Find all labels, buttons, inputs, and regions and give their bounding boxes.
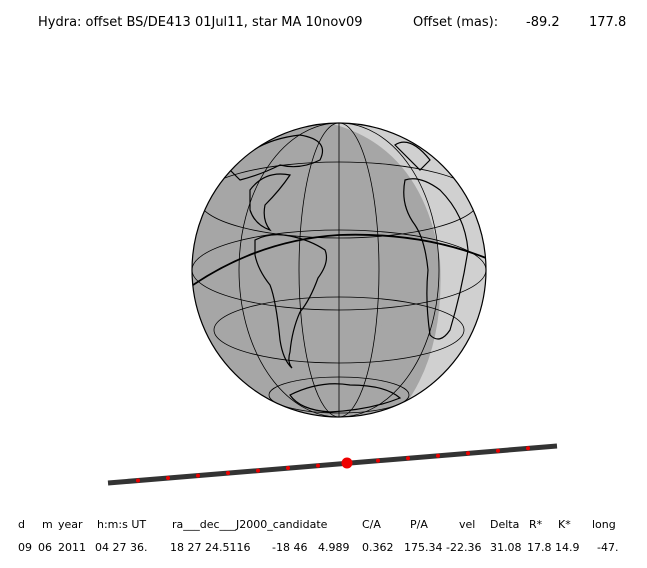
offset-value: -89.2 — [526, 15, 560, 30]
table-header-cell: h:m:s UT — [97, 518, 146, 531]
title: Hydra: offset BS/DE413 01Jul11, star MA … — [38, 15, 363, 30]
daylight — [300, 123, 486, 405]
table-cell: 04 27 36. — [95, 541, 147, 554]
table-cell: -18 46 — [272, 541, 307, 554]
table-header-cell: d — [18, 518, 25, 531]
graticule — [192, 123, 486, 417]
table-header-cell: P/A — [410, 518, 428, 531]
closest-approach — [341, 457, 353, 469]
table-header-cell: Delta — [490, 518, 519, 531]
shade — [320, 140, 427, 400]
table-cell: 4.989 — [318, 541, 350, 554]
table-cell: 14.9 — [555, 541, 580, 554]
table-header-cell: year — [58, 518, 83, 531]
table-header-cell: R* — [529, 518, 543, 531]
table-header-cell: ra___dec___J2000_candidate — [172, 518, 328, 531]
table-cell: -47. — [597, 541, 618, 554]
table-cell: 06 — [38, 541, 52, 554]
time-ticks — [136, 446, 530, 483]
table-header-cell: C/A — [362, 518, 381, 531]
table-cell: 17.8 — [527, 541, 552, 554]
table-cell: 09 — [18, 541, 32, 554]
table: d m year h:m:s UT ra___dec___J2000_candidate… — [18, 518, 618, 554]
globe — [191, 122, 487, 418]
table-cell: 175.34 — [404, 541, 443, 554]
track — [192, 233, 486, 286]
table-cell: 31.08 — [490, 541, 522, 554]
table-cell: 0.362 — [362, 541, 394, 554]
table-cell: -22.36 — [446, 541, 481, 554]
globe-rim — [191, 122, 487, 418]
table-cell: 2011 — [58, 541, 86, 554]
table-header-cell: vel — [459, 518, 475, 531]
table-header-cell: long — [592, 518, 616, 531]
offset-value: 177.8 — [589, 15, 626, 30]
table-cell: 18 27 24.5116 — [170, 541, 250, 554]
chord — [107, 443, 558, 486]
table-header-cell: K* — [558, 518, 571, 531]
coastlines — [229, 134, 469, 413]
chord-line — [107, 443, 558, 486]
table-header-cell: m — [42, 518, 53, 531]
offset-label: Offset (mas): — [413, 15, 498, 30]
